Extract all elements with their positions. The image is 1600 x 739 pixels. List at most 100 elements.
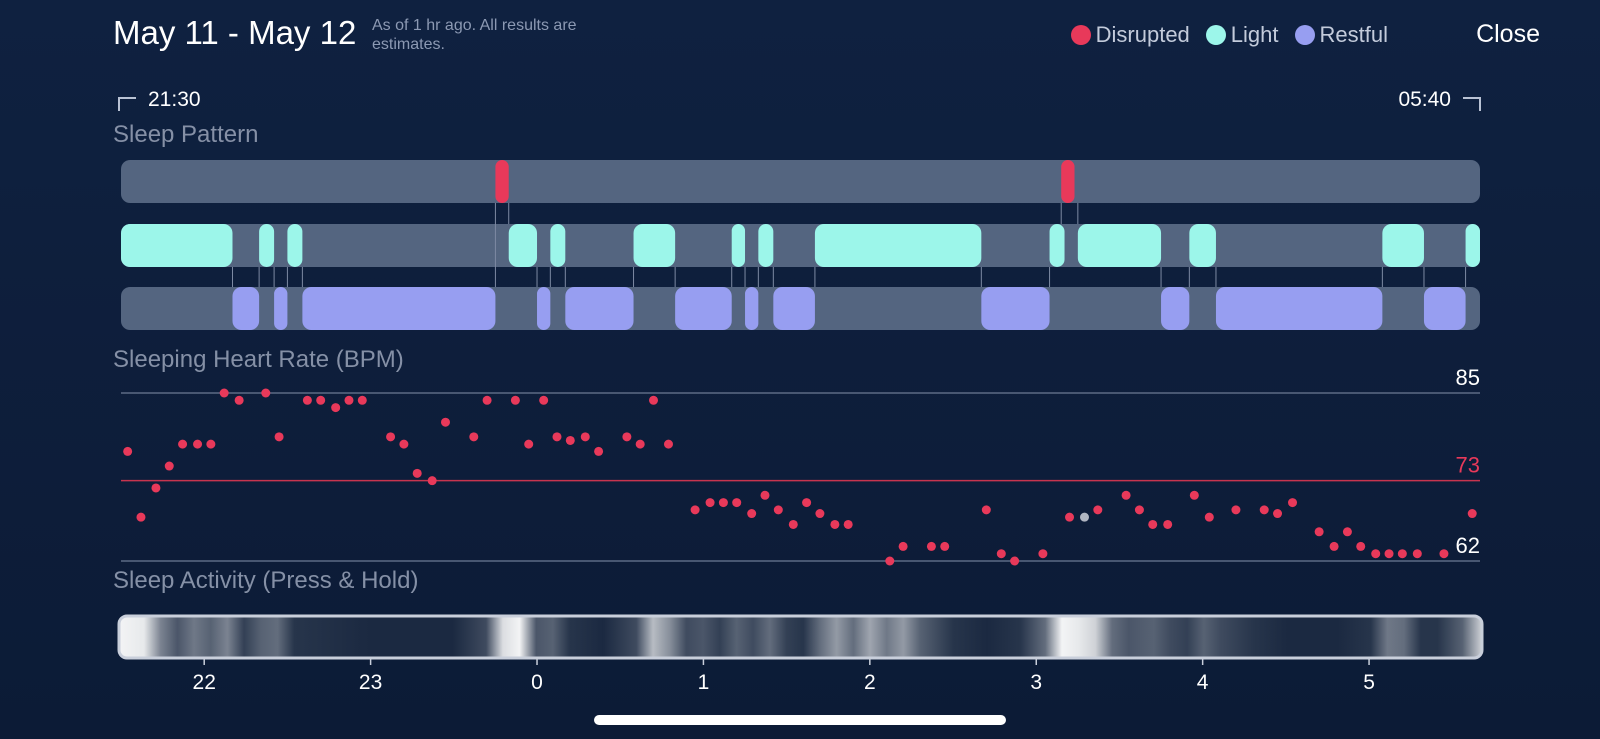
heart-rate-point [1467, 509, 1477, 519]
segment-restful [981, 287, 1050, 330]
segment-disrupted [1061, 160, 1075, 203]
end-time-label: 05:40 [1398, 88, 1451, 111]
heart-rate-point [316, 395, 326, 405]
heart-rate-point [830, 519, 840, 529]
heart-rate-point [1329, 541, 1339, 551]
heart-rate-point [412, 468, 422, 478]
segment-light [1077, 224, 1162, 267]
activity-strip [117, 614, 1484, 660]
heart-rate-point [898, 541, 908, 551]
segment-light [731, 224, 746, 267]
segment-restful [745, 287, 759, 330]
heart-rate-point [940, 541, 950, 551]
heart-rate-point [926, 541, 936, 551]
heart-rate-point [1134, 505, 1144, 515]
start-time: 21:30 [118, 88, 201, 112]
segment-restful [1161, 287, 1190, 330]
heart-rate-point [274, 432, 284, 442]
segment-restful [675, 287, 732, 330]
reference-label-85: 85 [1456, 365, 1480, 390]
heart-rate-point [206, 439, 216, 449]
restful-dot-icon [1294, 25, 1315, 45]
heart-rate-point [843, 519, 853, 529]
heart-rate-point [1148, 519, 1158, 529]
heart-rate-point [1121, 490, 1131, 500]
heart-rate-point [1259, 505, 1269, 515]
legend-label: Light [1230, 22, 1279, 47]
heart-rate-point [802, 498, 812, 508]
segment-light [1382, 224, 1424, 267]
segment-light [814, 224, 982, 267]
estimate-note: As of 1 hr ago. All results are estimate… [372, 17, 577, 53]
segment-restful [232, 287, 260, 330]
segment-light [758, 224, 774, 267]
track-disrupted [121, 160, 1480, 203]
heart-rate-point [649, 395, 659, 405]
heart-rate-point [594, 446, 604, 456]
heart-rate-point [815, 509, 825, 519]
heart-rate-point [1412, 549, 1422, 559]
heart-rate-point [788, 519, 798, 529]
close-button[interactable]: Close [1476, 20, 1540, 48]
date-range-title: May 11 - May 12 [113, 14, 357, 51]
heart-rate-point [635, 439, 645, 449]
heart-rate-point [178, 439, 188, 449]
x-tick-label-3: 3 [1030, 671, 1042, 694]
heart-rate-point [123, 446, 133, 456]
heart-rate-point [747, 509, 757, 519]
segment-light [508, 224, 538, 267]
x-tick-label-1: 1 [698, 671, 710, 694]
heart-rate-point [1439, 549, 1449, 559]
heart-rate-point [234, 395, 244, 405]
heart-rate-point [705, 498, 715, 508]
disrupted-dot-icon [1070, 25, 1091, 45]
heart-rate-heading: Sleeping Heart Rate (BPM) [113, 346, 404, 373]
heart-rate-point [981, 505, 991, 515]
heart-rate-point [1314, 527, 1324, 537]
heart-rate-point [1204, 512, 1214, 522]
legend-label: Restful [1319, 22, 1388, 47]
heart-rate-point [1288, 498, 1298, 508]
x-tick-label-0: 0 [531, 671, 543, 694]
sleep-pattern-heading: Sleep Pattern [113, 121, 259, 148]
heart-rate-point [552, 432, 562, 442]
segment-light [259, 224, 275, 267]
stage-legend: Disrupted Light Restful [1055, 22, 1388, 48]
heart-rate-point [1093, 505, 1103, 515]
heart-rate-point [193, 439, 203, 449]
start-bracket-icon [118, 97, 136, 111]
x-tick-label-2: 2 [864, 671, 876, 694]
heart-rate-point [565, 435, 575, 445]
heart-rate-point [357, 395, 367, 405]
home-indicator[interactable] [594, 715, 1006, 725]
heart-rate-point [440, 417, 450, 427]
legend-label: Disrupted [1095, 22, 1190, 47]
heart-rate-point [885, 556, 895, 566]
segment-disrupted [495, 160, 509, 203]
heart-rate-point [1065, 512, 1075, 522]
segment-restful [565, 287, 634, 330]
reference-label-73: 73 [1456, 453, 1480, 478]
heart-rate-point [773, 505, 783, 515]
heart-rate-point [510, 395, 520, 405]
segment-restful [537, 287, 551, 330]
heart-rate-point [261, 388, 271, 398]
heart-rate-point [1010, 556, 1020, 566]
segment-light [121, 224, 233, 267]
segment-light [1465, 224, 1480, 267]
heart-rate-point [1273, 509, 1283, 519]
heart-rate-point [344, 395, 354, 405]
heart-rate-point [482, 395, 492, 405]
x-tick-label-22: 22 [193, 671, 216, 694]
heart-rate-point [732, 498, 742, 508]
segment-light [1189, 224, 1216, 267]
heart-rate-point [1079, 512, 1089, 522]
heart-rate-point [1384, 549, 1394, 559]
heart-rate-point [1189, 490, 1199, 500]
heart-rate-point [302, 395, 312, 405]
legend-item-restful: Restful [1294, 22, 1388, 48]
heart-rate-point [663, 439, 673, 449]
heart-rate-point [1038, 549, 1048, 559]
heart-rate-point [1371, 549, 1381, 559]
